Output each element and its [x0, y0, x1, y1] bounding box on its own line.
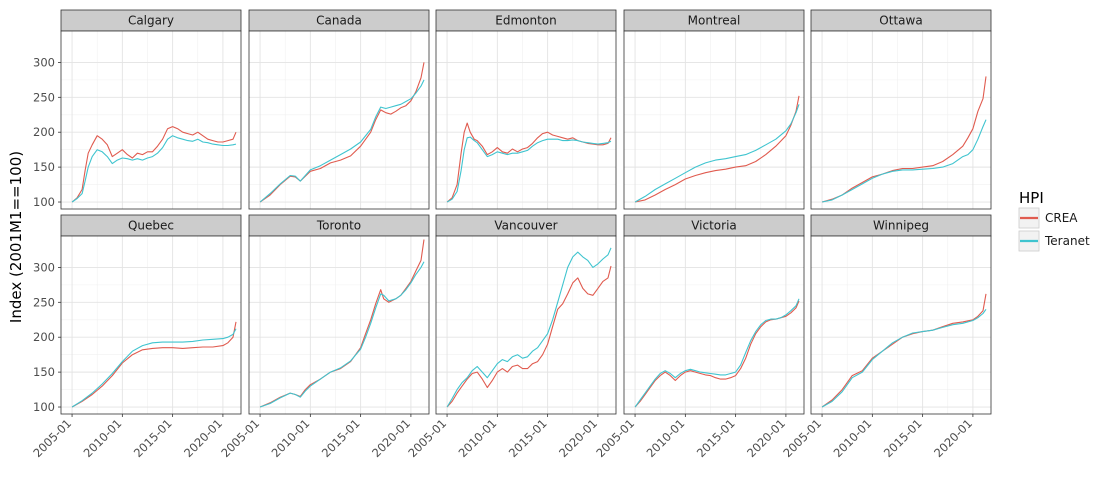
- series-line-crea-vancouver: [446, 265, 612, 408]
- facet-label-winnipeg: Winnipeg: [873, 219, 929, 233]
- facet-label-calgary: Calgary: [128, 14, 174, 28]
- panel-calgary: Calgary 100 150 200 250 300: [33, 9, 242, 210]
- panel-border-vancouver: [435, 235, 617, 415]
- panel-edmonton: Edmonton: [435, 9, 617, 210]
- plot-area-winnipeg: [811, 236, 991, 414]
- x-tick-label: 2020-01: [931, 416, 975, 460]
- panel-border-montreal: [623, 30, 805, 210]
- y-tick-label: 150: [33, 365, 55, 379]
- facet-label-ottawa: Ottawa: [879, 14, 922, 28]
- x-tick-label: 2015-01: [319, 416, 363, 460]
- x-tick-label: 2010-01: [269, 416, 313, 460]
- panel-winnipeg: Winnipeg 2005-01 2010-01 2015-01 2020-01: [780, 214, 992, 460]
- series-line-teranet-toronto: [259, 261, 425, 408]
- facet-label-victoria: Victoria: [691, 219, 737, 233]
- plot-area-calgary: [61, 31, 241, 209]
- x-tick-label: 2015-01: [881, 416, 925, 460]
- plot-area-ottawa: [811, 31, 991, 209]
- panel-toronto: Toronto 2005-01 2010-01 2015-01 2020-01: [218, 214, 430, 460]
- panel-border-calgary: [60, 30, 242, 210]
- series-line-crea-ottawa: [821, 76, 987, 203]
- x-tick-label: 2005-01: [30, 416, 74, 460]
- y-tick-label: 100: [33, 195, 55, 209]
- x-tick-label: 2015-01: [131, 416, 175, 460]
- legend-item-crea: CREA: [1018, 207, 1078, 229]
- legend-label: Teranet: [1044, 234, 1090, 248]
- y-tick-label: 300: [33, 55, 55, 69]
- y-tick-label: 200: [33, 330, 55, 344]
- x-tick-label: 2020-01: [369, 416, 413, 460]
- series-line-teranet-edmonton: [446, 136, 612, 203]
- y-tick-label: 250: [33, 295, 55, 309]
- panel-border-toronto: [248, 235, 430, 415]
- facet-label-quebec: Quebec: [128, 219, 174, 233]
- panels-group: Calgary 100 150 200 250 300 Canada Edmonton Mont…: [30, 9, 992, 460]
- panel-ottawa: Ottawa: [810, 9, 992, 210]
- x-tick-label: 2015-01: [694, 416, 738, 460]
- panel-border-ottawa: [810, 30, 992, 210]
- series-line-crea-montreal: [634, 95, 800, 203]
- series-line-teranet-montreal: [634, 104, 800, 203]
- x-tick-label: 2005-01: [218, 416, 262, 460]
- plot-area-vancouver: [436, 236, 616, 414]
- panel-quebec: Quebec 100 150 200 250 300 2005-01 2010-01 2015-…: [30, 214, 242, 460]
- legend-item-teranet: Teranet: [1018, 230, 1090, 252]
- panel-border-winnipeg: [810, 235, 992, 415]
- series-line-crea-calgary: [71, 126, 237, 203]
- x-tick-label: 2005-01: [405, 416, 449, 460]
- plot-area-canada: [249, 31, 429, 209]
- x-tick-label: 2015-01: [506, 416, 550, 460]
- y-tick-label: 250: [33, 90, 55, 104]
- legend-title: HPI: [1019, 189, 1044, 207]
- plot-area-montreal: [624, 31, 804, 209]
- series-line-teranet-victoria: [634, 298, 800, 408]
- plot-area-victoria: [624, 236, 804, 414]
- y-tick-label: 300: [33, 260, 55, 274]
- x-tick-label: 2005-01: [593, 416, 637, 460]
- series-line-teranet-quebec: [71, 328, 237, 408]
- x-tick-label: 2010-01: [456, 416, 500, 460]
- x-tick-label: 2005-01: [780, 416, 824, 460]
- panel-border-edmonton: [435, 30, 617, 210]
- x-tick-label: 2010-01: [644, 416, 688, 460]
- facet-label-toronto: Toronto: [316, 219, 361, 233]
- series-line-teranet-vancouver: [446, 247, 612, 408]
- x-tick-label: 2010-01: [831, 416, 875, 460]
- panel-canada: Canada: [248, 9, 430, 210]
- series-line-teranet-calgary: [71, 135, 237, 203]
- x-tick-label: 2020-01: [744, 416, 788, 460]
- x-tick-label: 2020-01: [556, 416, 600, 460]
- y-axis-title: Index (2001M1==100): [7, 151, 25, 323]
- panel-border-canada: [248, 30, 430, 210]
- panel-border-victoria: [623, 235, 805, 415]
- facet-label-edmonton: Edmonton: [495, 14, 557, 28]
- y-tick-label: 200: [33, 125, 55, 139]
- series-line-teranet-ottawa: [821, 119, 987, 203]
- plot-area-edmonton: [436, 31, 616, 209]
- facet-label-montreal: Montreal: [688, 14, 741, 28]
- plot-area-quebec: [61, 236, 241, 414]
- y-tick-label: 100: [33, 400, 55, 414]
- series-line-crea-winnipeg: [821, 293, 987, 408]
- series-line-teranet-canada: [259, 79, 425, 203]
- panel-montreal: Montreal: [623, 9, 805, 210]
- series-line-crea-quebec: [71, 321, 237, 408]
- series-line-teranet-winnipeg: [821, 308, 987, 408]
- plot-area-toronto: [249, 236, 429, 414]
- panel-border-quebec: [60, 235, 242, 415]
- panel-vancouver: Vancouver 2005-01 2010-01 2015-01 2020-01: [405, 214, 617, 460]
- x-tick-label: 2010-01: [81, 416, 125, 460]
- panel-victoria: Victoria 2005-01 2010-01 2015-01 2020-01: [593, 214, 805, 460]
- y-tick-label: 150: [33, 160, 55, 174]
- legend-label: CREA: [1045, 211, 1078, 225]
- facet-label-vancouver: Vancouver: [494, 219, 557, 233]
- facet-label-canada: Canada: [316, 14, 362, 28]
- x-tick-label: 2020-01: [181, 416, 225, 460]
